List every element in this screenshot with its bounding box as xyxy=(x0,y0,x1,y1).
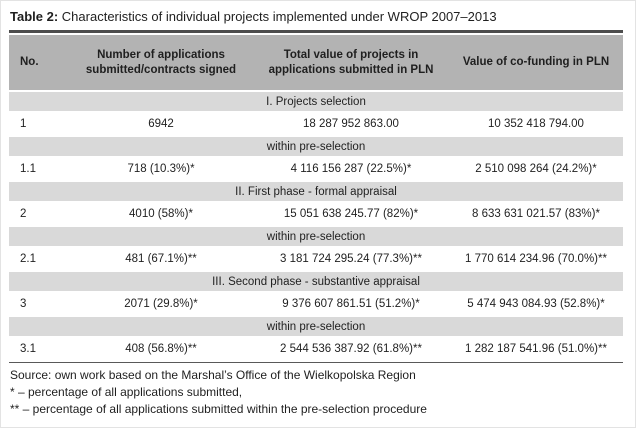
cell-applications: 408 (56.8%)** xyxy=(69,338,253,361)
cell-total-value: 15 051 638 245.77 (82%)* xyxy=(253,203,449,226)
col-header-applications: Number of applications submitted/contrac… xyxy=(69,35,253,91)
section-row-second-phase: III. Second phase - substantive appraisa… xyxy=(9,272,623,292)
cell-total-value: 3 181 724 295.24 (77.3%)** xyxy=(253,248,449,271)
table-row-2: 2 4010 (58%)* 15 051 638 245.77 (82%)* 8… xyxy=(9,203,623,226)
table-row-3-1: 3.1 408 (56.8%)** 2 544 536 387.92 (61.8… xyxy=(9,338,623,361)
table-row-3: 3 2071 (29.8%)* 9 376 607 861.51 (51.2%)… xyxy=(9,293,623,316)
section-row-preselection-3: within pre-selection xyxy=(9,317,623,337)
cell-cofunding: 5 474 943 084.93 (52.8%)* xyxy=(449,293,623,316)
cell-no: 2.1 xyxy=(9,248,69,271)
table-caption: Table 2: Characteristics of individual p… xyxy=(10,9,627,25)
cell-applications: 6942 xyxy=(69,113,253,136)
cell-no: 3.1 xyxy=(9,338,69,361)
projects-table: No. Number of applications submitted/con… xyxy=(9,30,623,364)
cell-total-value: 9 376 607 861.51 (51.2%)* xyxy=(253,293,449,316)
cell-cofunding: 1 282 187 541.96 (51.0%)** xyxy=(449,338,623,361)
cell-no: 1.1 xyxy=(9,158,69,181)
section-row-first-phase: II. First phase - formal appraisal xyxy=(9,182,623,202)
section-label: within pre-selection xyxy=(9,317,623,337)
header-row: No. Number of applications submitted/con… xyxy=(9,35,623,91)
cell-total-value: 18 287 952 863.00 xyxy=(253,113,449,136)
section-label: within pre-selection xyxy=(9,137,623,157)
cell-total-value: 4 116 156 287 (22.5%)* xyxy=(253,158,449,181)
col-header-no: No. xyxy=(9,35,69,91)
footnote-double-asterisk: ** – percentage of all applications subm… xyxy=(10,402,427,417)
cell-cofunding: 8 633 631 021.57 (83%)* xyxy=(449,203,623,226)
section-row-preselection-2: within pre-selection xyxy=(9,227,623,247)
cell-applications: 2071 (29.8%)* xyxy=(69,293,253,316)
cell-applications: 481 (67.1%)** xyxy=(69,248,253,271)
section-row-preselection-1: within pre-selection xyxy=(9,137,623,157)
table-caption-label: Table 2: xyxy=(10,9,59,24)
section-label: II. First phase - formal appraisal xyxy=(9,182,623,202)
footnotes: Source: own work based on the Marshal’s … xyxy=(10,367,627,418)
table-row-1: 1 6942 18 287 952 863.00 10 352 418 794.… xyxy=(9,113,623,136)
cell-cofunding: 1 770 614 234.96 (70.0%)** xyxy=(449,248,623,271)
section-label: within pre-selection xyxy=(9,227,623,247)
cell-cofunding: 10 352 418 794.00 xyxy=(449,113,623,136)
section-label: III. Second phase - substantive appraisa… xyxy=(9,272,623,292)
source-note: Source: own work based on the Marshal’s … xyxy=(10,368,416,383)
cell-applications: 4010 (58%)* xyxy=(69,203,253,226)
cell-cofunding: 2 510 098 264 (24.2%)* xyxy=(449,158,623,181)
footnote-single-asterisk: * – percentage of all applications submi… xyxy=(10,385,243,400)
table-caption-text: Characteristics of individual projects i… xyxy=(61,9,497,24)
table-row-2-1: 2.1 481 (67.1%)** 3 181 724 295.24 (77.3… xyxy=(9,248,623,271)
col-header-cofunding: Value of co-funding in PLN xyxy=(449,35,623,91)
cell-applications: 718 (10.3%)* xyxy=(69,158,253,181)
col-header-total-value: Total value of projects in applications … xyxy=(253,35,449,91)
cell-no: 2 xyxy=(9,203,69,226)
section-label: I. Projects selection xyxy=(9,92,623,112)
cell-total-value: 2 544 536 387.92 (61.8%)** xyxy=(253,338,449,361)
table-row-1-1: 1.1 718 (10.3%)* 4 116 156 287 (22.5%)* … xyxy=(9,158,623,181)
cell-no: 3 xyxy=(9,293,69,316)
section-row-projects-selection: I. Projects selection xyxy=(9,92,623,112)
cell-no: 1 xyxy=(9,113,69,136)
